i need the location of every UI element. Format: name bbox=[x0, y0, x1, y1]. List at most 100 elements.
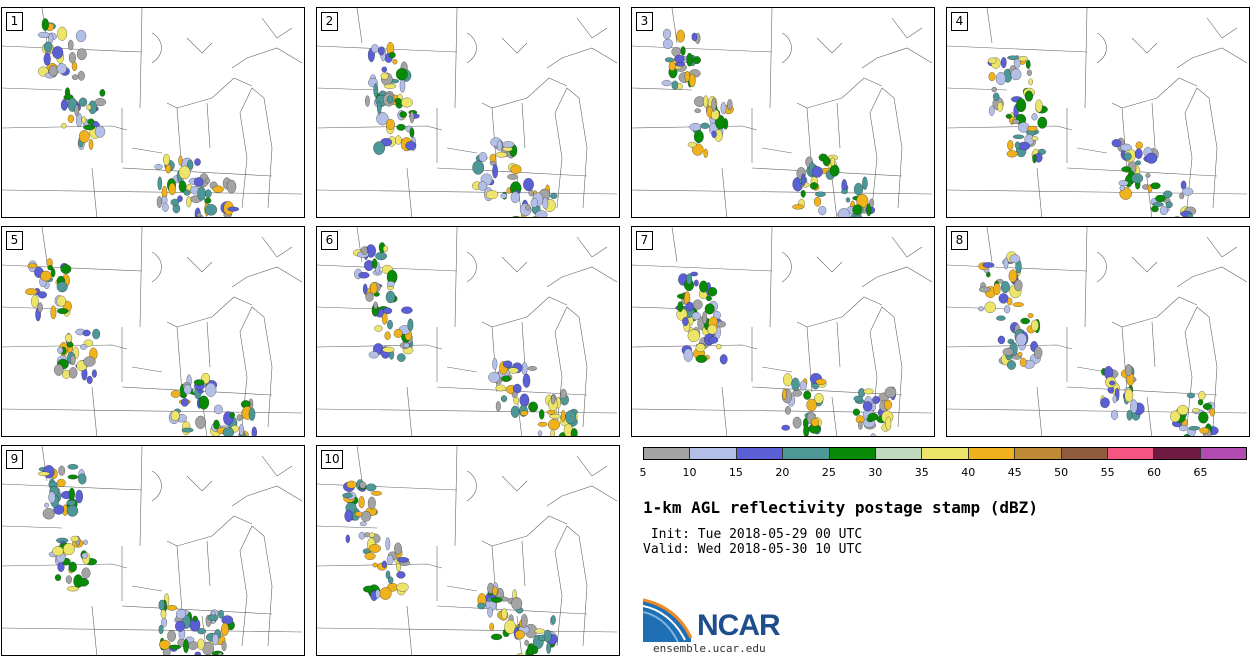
colorbar-segment bbox=[922, 448, 969, 459]
reflectivity-echo bbox=[375, 251, 387, 261]
reflectivity-echo bbox=[707, 324, 718, 335]
reflectivity-echo bbox=[1145, 173, 1151, 178]
reflectivity-echo bbox=[385, 570, 391, 579]
reflectivity-echo bbox=[76, 48, 87, 61]
map-boundary bbox=[454, 227, 458, 328]
reflectivity-echo bbox=[405, 141, 417, 151]
map-boundary bbox=[1176, 266, 1248, 288]
reflectivity-echo bbox=[537, 421, 548, 427]
reflectivity-echo bbox=[382, 245, 388, 253]
reflectivity-echo bbox=[178, 180, 187, 193]
map-boundary bbox=[317, 306, 378, 310]
colorbar-tick-label: 10 bbox=[682, 466, 697, 479]
reflectivity-echo bbox=[387, 280, 395, 287]
reflectivity-echo bbox=[1017, 122, 1030, 133]
reflectivity-echo bbox=[197, 186, 206, 201]
reflectivity-echo bbox=[1024, 90, 1034, 102]
reflectivity-echo bbox=[1000, 281, 1010, 294]
reflectivity-echo bbox=[56, 295, 67, 307]
map-boundary bbox=[131, 585, 163, 592]
reflectivity-echo bbox=[378, 46, 385, 56]
reflectivity-echo bbox=[380, 72, 389, 80]
reflectivity-echo bbox=[551, 615, 556, 625]
reflectivity-echo bbox=[372, 562, 378, 568]
reflectivity-echo bbox=[158, 599, 165, 611]
map-boundary bbox=[836, 102, 841, 149]
reflectivity-echo bbox=[705, 295, 712, 302]
map-boundary bbox=[1121, 77, 1198, 109]
map-boundary bbox=[546, 47, 618, 69]
reflectivity-echo bbox=[399, 111, 407, 118]
reflectivity-echo bbox=[685, 301, 694, 312]
reflectivity-echo bbox=[501, 375, 511, 382]
reflectivity-echo bbox=[799, 380, 807, 391]
reflectivity-echo bbox=[157, 176, 163, 191]
reflectivity-echo bbox=[37, 31, 50, 38]
reflectivity-echo bbox=[1150, 182, 1161, 190]
map-boundary bbox=[1121, 296, 1198, 328]
map-boundary bbox=[891, 17, 923, 39]
reflectivity-echo bbox=[60, 264, 72, 274]
reflectivity-echo bbox=[31, 295, 39, 308]
reflectivity-echo bbox=[1018, 56, 1028, 62]
colorbar-segment bbox=[1015, 448, 1062, 459]
reflectivity-echo bbox=[401, 306, 413, 314]
reflectivity-echo bbox=[65, 333, 73, 343]
reflectivity-echo bbox=[1014, 141, 1021, 149]
reflectivity-echo bbox=[522, 373, 531, 388]
reflectivity-echo bbox=[1007, 55, 1019, 60]
reflectivity-echo bbox=[510, 164, 522, 175]
reflectivity-echo bbox=[495, 384, 506, 392]
reflectivity-echo bbox=[367, 496, 376, 510]
reflectivity-echo bbox=[78, 473, 87, 485]
reflectivity-echo bbox=[548, 418, 560, 431]
member-label: 7 bbox=[636, 231, 653, 250]
reflectivity-echo bbox=[500, 193, 508, 199]
member-label: 2 bbox=[321, 12, 338, 31]
map-boundary bbox=[546, 266, 618, 288]
reflectivity-echo bbox=[1188, 426, 1201, 431]
reflectivity-echo bbox=[708, 336, 719, 344]
map-boundary bbox=[166, 321, 183, 393]
reflectivity-echo bbox=[671, 80, 679, 90]
reflectivity-echo bbox=[661, 80, 672, 87]
member-label: 5 bbox=[6, 231, 23, 250]
reflectivity-echo bbox=[68, 52, 76, 64]
reflectivity-echo bbox=[362, 283, 368, 295]
reflectivity-echo bbox=[354, 511, 363, 517]
reflectivity-echo bbox=[1007, 140, 1014, 151]
reflectivity-echo bbox=[676, 29, 685, 43]
reflectivity-echo bbox=[511, 597, 523, 611]
map-boundary bbox=[554, 525, 588, 647]
reflectivity-echo bbox=[180, 398, 189, 407]
reflectivity-echo bbox=[704, 303, 715, 315]
reflectivity-echo bbox=[695, 354, 708, 363]
map-boundary bbox=[317, 483, 458, 491]
member-label: 10 bbox=[321, 450, 343, 469]
reflectivity-echo bbox=[70, 354, 76, 366]
reflectivity-echo bbox=[677, 301, 684, 313]
reflectivity-echo bbox=[25, 288, 38, 296]
reflectivity-echo bbox=[683, 348, 694, 362]
reflectivity-echo bbox=[781, 424, 790, 431]
reflectivity-echo bbox=[570, 428, 578, 436]
reflectivity-echo bbox=[510, 191, 520, 203]
reflectivity-echo bbox=[385, 118, 395, 131]
reflectivity-echo bbox=[993, 282, 1001, 296]
reflectivity-echo bbox=[520, 613, 528, 628]
reflectivity-echo bbox=[238, 424, 245, 436]
reflectivity-echo bbox=[197, 638, 205, 650]
map-boundary bbox=[176, 77, 253, 109]
reflectivity-echo bbox=[167, 630, 176, 642]
map-boundary bbox=[166, 540, 183, 612]
map-boundary bbox=[2, 483, 143, 491]
reflectivity-echo bbox=[369, 282, 378, 295]
reflectivity-echo bbox=[360, 510, 372, 522]
reflectivity-echo bbox=[1121, 166, 1132, 173]
map-boundary bbox=[1084, 227, 1088, 328]
reflectivity-echo bbox=[373, 141, 385, 155]
reflectivity-echo bbox=[699, 280, 708, 293]
reflectivity-echo bbox=[693, 130, 704, 144]
reflectivity-echo bbox=[75, 489, 83, 504]
map-boundary bbox=[554, 87, 588, 209]
